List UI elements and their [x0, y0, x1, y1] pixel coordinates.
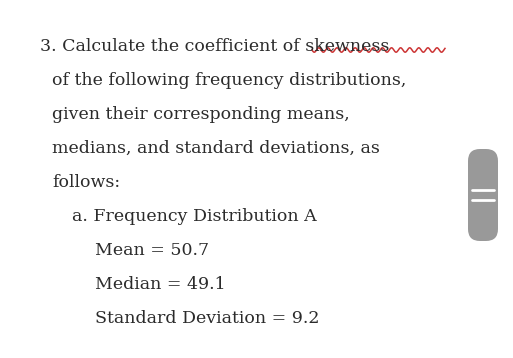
Text: 3. Calculate the coefficient of skewness: 3. Calculate the coefficient of skewness — [40, 38, 389, 55]
FancyBboxPatch shape — [468, 149, 498, 241]
Text: of the following frequency distributions,: of the following frequency distributions… — [52, 72, 406, 89]
Text: follows:: follows: — [52, 174, 120, 191]
Text: a. Frequency Distribution A: a. Frequency Distribution A — [72, 208, 317, 225]
Text: given their corresponding means,: given their corresponding means, — [52, 106, 350, 123]
Text: Median = 49.1: Median = 49.1 — [95, 276, 226, 293]
Text: Mean = 50.7: Mean = 50.7 — [95, 242, 209, 259]
Text: medians, and standard deviations, as: medians, and standard deviations, as — [52, 140, 380, 157]
Text: Standard Deviation = 9.2: Standard Deviation = 9.2 — [95, 310, 320, 327]
